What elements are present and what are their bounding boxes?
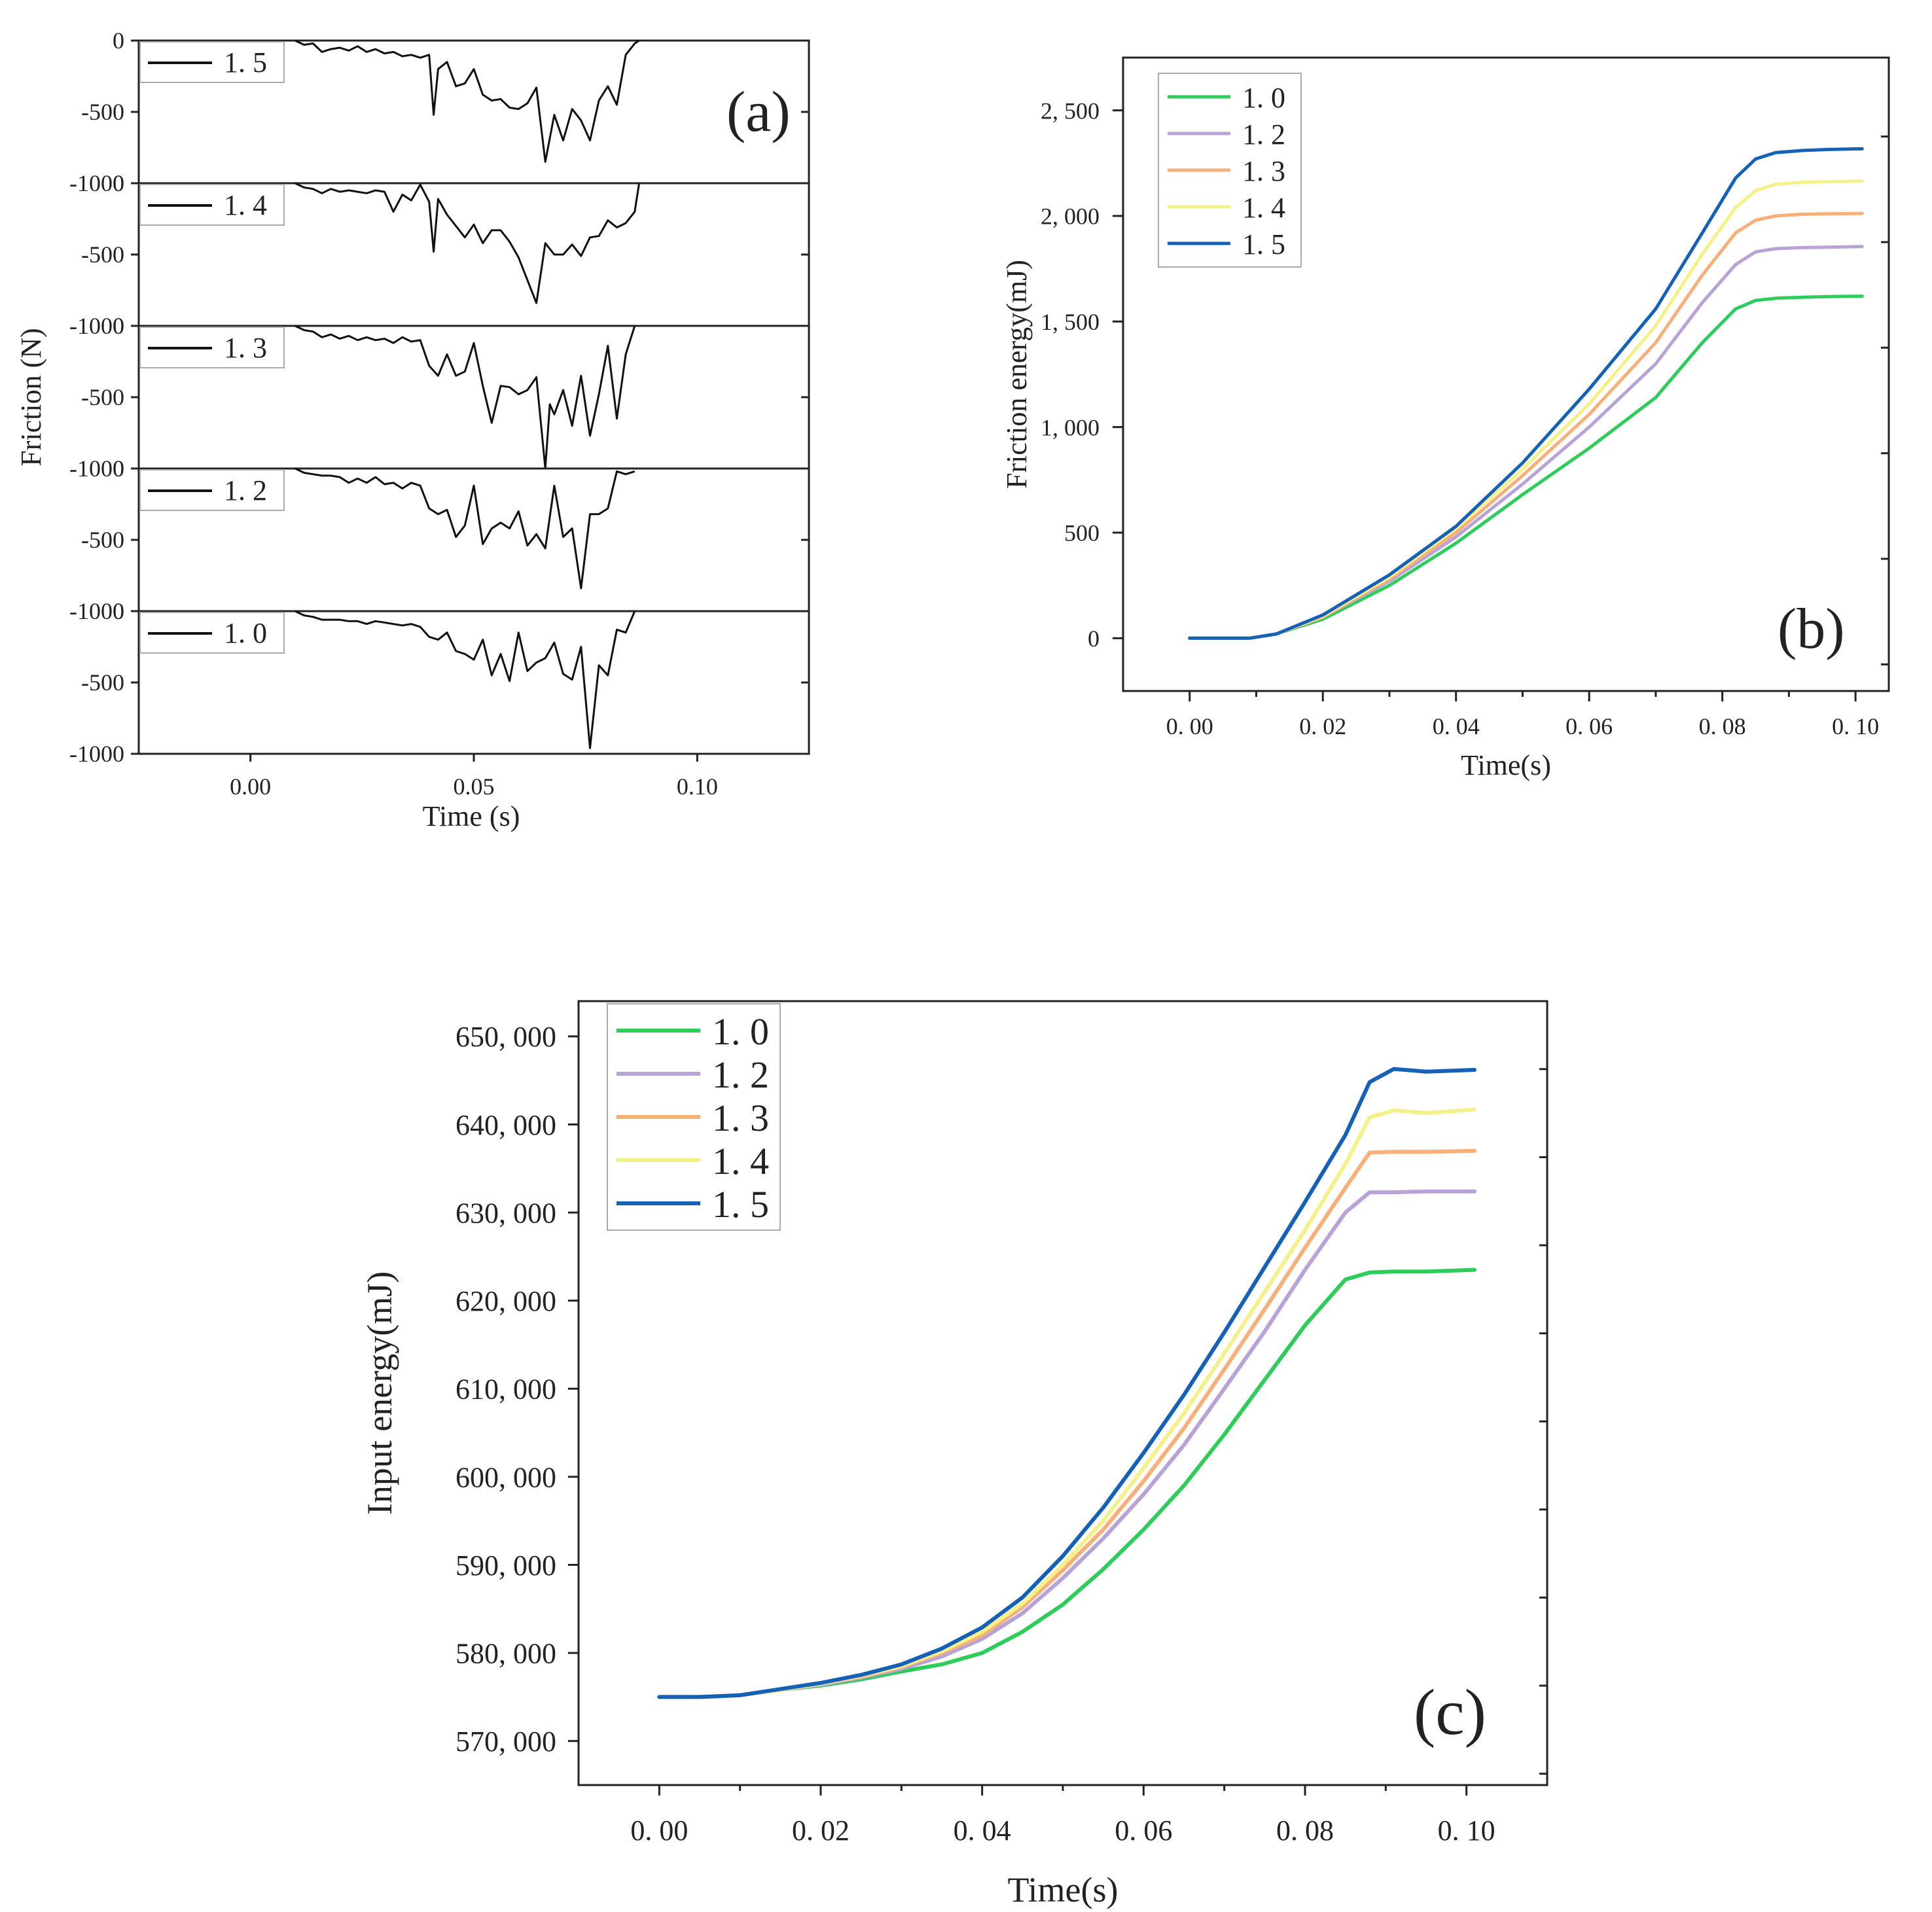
y-tick-label: 620, 000 [456, 1285, 556, 1317]
legend: 1. 5 [139, 41, 285, 83]
x-axis-title: Time(s) [1007, 1870, 1118, 1909]
x-tick-label: 0.05 [454, 773, 495, 800]
x-tick-label: 0. 08 [1699, 713, 1746, 739]
legend-label: 1. 3 [1242, 155, 1285, 187]
panel-b: 0. 00 0. 02 0. 04 0. 06 0. 08 0. 10 0 500 1, 000… [1001, 56, 1890, 781]
y-tick-label: -500 [81, 99, 124, 125]
subplot-2: 0 -500 -1000 1. 4 [69, 170, 810, 339]
y-tick-label: 1, 500 [1041, 309, 1100, 335]
y-tick-label: 0 [113, 598, 124, 624]
x-tick-label: 0. 02 [792, 1815, 850, 1847]
legend-label: 1. 2 [712, 1053, 769, 1096]
plot-frame [1122, 56, 1890, 692]
x-tick-label: 0. 08 [1276, 1815, 1334, 1847]
series-line [295, 325, 636, 470]
x-tick-label: 0. 10 [1832, 713, 1879, 739]
panel-tag: (a) [726, 80, 791, 144]
x-tick-label: 0.00 [230, 773, 271, 800]
legend-label: 1. 5 [224, 46, 267, 79]
legend-label: 1. 0 [712, 1010, 769, 1053]
x-tick-label: 0. 00 [1166, 713, 1213, 739]
x-tick-label: 0. 04 [1433, 713, 1480, 739]
legend: 1. 3 [139, 327, 285, 368]
legend-label: 1. 5 [712, 1183, 769, 1226]
legend-label: 1. 0 [224, 617, 267, 649]
y-axis-title: Input energy(mJ) [360, 1271, 399, 1515]
legend: 1. 2 [139, 469, 285, 511]
x-axis-title: Time (s) [423, 800, 520, 832]
series-line-15 [657, 1067, 1476, 1699]
y-tick-label: -500 [81, 241, 124, 268]
y-tick-label: -1000 [69, 170, 124, 196]
y-tick-label: 650, 000 [456, 1021, 556, 1053]
series-line [295, 39, 640, 163]
legend-label: 1. 4 [1242, 192, 1285, 224]
y-tick-label: -500 [81, 527, 124, 553]
y-tick-label: 580, 000 [456, 1637, 556, 1669]
y-tick-label: 0 [113, 455, 124, 482]
legend-label: 1. 2 [224, 474, 267, 506]
y-tick-label: 590, 000 [456, 1549, 556, 1582]
y-tick-label: 610, 000 [456, 1373, 556, 1406]
y-tick-label: -1000 [69, 598, 124, 624]
y-tick-label: -500 [81, 669, 124, 696]
x-tick-label: 0.10 [677, 773, 718, 800]
subplot-3: 0 -500 -1000 1. 3 [69, 313, 810, 482]
x-tick-label: 0. 04 [954, 1815, 1011, 1847]
x-axis-title: Time(s) [1461, 749, 1551, 781]
y-tick-label: 600, 000 [456, 1461, 556, 1493]
legend-label: 1. 4 [712, 1140, 769, 1182]
x-tick-label: 0. 06 [1115, 1815, 1172, 1847]
legend-label: 1. 3 [224, 332, 267, 364]
legend-label: 1. 4 [224, 189, 267, 221]
y-tick-label: 2, 500 [1041, 97, 1100, 124]
legend-label: 1. 3 [712, 1097, 769, 1139]
series-line [295, 182, 641, 304]
legend-label: 1. 5 [1242, 228, 1285, 260]
series-line-15 [1188, 147, 1864, 640]
legend-label: 1. 2 [1242, 118, 1285, 150]
y-tick-label: 500 [1064, 520, 1100, 546]
y-tick-label: 1, 000 [1041, 414, 1100, 440]
y-tick-label: -1000 [69, 741, 124, 767]
x-tick-label: 0. 06 [1565, 713, 1613, 739]
y-tick-label: 2, 000 [1041, 204, 1100, 230]
subplot-4: 0 -500 -1000 1. 2 [69, 455, 810, 624]
panel-a: 0 -500 -1000 1. 5 0 -500 -1000 1. 4 0 -500 -1000 1.… [15, 27, 810, 832]
y-axis-title: Friction (N) [15, 328, 47, 466]
y-tick-label: 0 [113, 313, 124, 339]
y-tick-label: 0 [1088, 626, 1100, 652]
y-tick-label: 0 [113, 27, 124, 54]
subplot-1: 0 -500 -1000 1. 5 [69, 27, 810, 196]
y-tick-label: 630, 000 [456, 1197, 556, 1229]
series-line [295, 610, 636, 749]
legend: 1. 0 [139, 612, 285, 654]
y-axis-title: Friction energy(mJ) [1001, 260, 1033, 489]
panel-c: 0. 00 0. 02 0. 04 0. 06 0. 08 0. 10 570, 000 58… [360, 1000, 1548, 1909]
panel-tag: (b) [1778, 597, 1845, 661]
subplot-5: 0 -500 -1000 1. 0 [69, 598, 810, 767]
legend: 1. 4 [139, 184, 285, 226]
y-tick-label: -1000 [69, 455, 124, 482]
legend: 1. 01. 21. 31. 41. 5 [607, 1003, 781, 1231]
y-tick-label: 640, 000 [456, 1109, 556, 1141]
y-tick-label: 0 [113, 170, 124, 196]
y-tick-label: -500 [81, 384, 124, 410]
x-tick-label: 0. 10 [1438, 1815, 1495, 1847]
legend: 1. 0 1. 2 1. 3 1. 4 1. 5 [1158, 73, 1302, 268]
x-tick-label: 0. 02 [1299, 713, 1346, 739]
x-tick-label: 0. 00 [630, 1815, 688, 1847]
y-tick-label: 570, 000 [456, 1726, 556, 1758]
series-line [295, 467, 635, 590]
panel-tag: (c) [1414, 1676, 1486, 1748]
y-tick-label: -1000 [69, 313, 124, 339]
legend-label: 1. 0 [1242, 82, 1285, 114]
